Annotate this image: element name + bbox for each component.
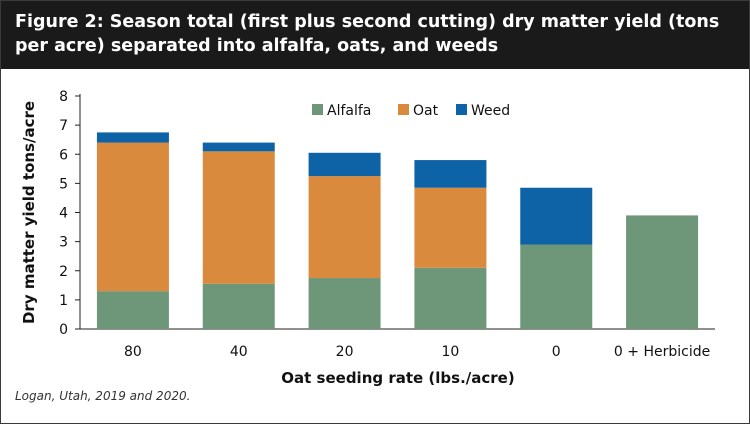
bar-alfalfa-segment xyxy=(414,267,487,329)
bar-oat-segment xyxy=(414,187,487,268)
y-axis-title: Dry matter yield tons/acre xyxy=(20,101,38,324)
bar-alfalfa-segment xyxy=(520,244,593,329)
legend-label-alfalfa: Alfalfa xyxy=(327,103,371,119)
x-tick-label: 20 xyxy=(336,344,354,360)
y-tick-label: 1 xyxy=(59,293,68,309)
y-tick-label: 2 xyxy=(59,264,68,280)
bar-weed-segment xyxy=(308,152,381,177)
bar-oat-segment xyxy=(96,142,169,292)
x-tick-label: 0 + Herbicide xyxy=(614,344,710,360)
x-tick-label: 0 xyxy=(552,344,561,360)
y-tick-label: 7 xyxy=(59,118,68,134)
legend-swatch-oat xyxy=(398,104,409,115)
x-tick-label: 80 xyxy=(124,344,142,360)
y-tick-label: 5 xyxy=(59,176,68,192)
x-axis-title: Oat seeding rate (lbs./acre) xyxy=(281,369,514,387)
bar-weed-segment xyxy=(96,132,169,143)
x-tick-label: 40 xyxy=(230,344,248,360)
bar-weed-segment xyxy=(520,187,593,245)
legend-swatch-weed xyxy=(456,104,467,115)
x-tick-label: 10 xyxy=(442,344,460,360)
y-tick-label: 4 xyxy=(59,206,68,222)
bar-alfalfa-segment xyxy=(308,278,381,329)
legend-label-oat: Oat xyxy=(413,103,439,119)
y-tick-label: 8 xyxy=(59,89,68,105)
bar-alfalfa-segment xyxy=(202,283,275,329)
bar-oat-segment xyxy=(202,151,275,284)
figure-title: Figure 2: Season total (first plus secon… xyxy=(15,12,720,56)
y-tick-label: 3 xyxy=(59,235,68,251)
figure-footnote: Logan, Utah, 2019 and 2020. xyxy=(15,389,191,403)
legend-label-weed: Weed xyxy=(471,103,510,119)
figure-header: Figure 2: Season total (first plus secon… xyxy=(1,1,749,69)
bar-weed-segment xyxy=(414,160,487,188)
y-tick-label: 6 xyxy=(59,147,68,163)
bar-alfalfa-segment xyxy=(626,215,699,329)
bar-alfalfa-segment xyxy=(96,291,169,329)
bar-weed-segment xyxy=(202,142,275,152)
bar-oat-segment xyxy=(308,176,381,279)
y-tick-label: 0 xyxy=(59,322,68,338)
legend-swatch-alfalfa xyxy=(312,104,323,115)
